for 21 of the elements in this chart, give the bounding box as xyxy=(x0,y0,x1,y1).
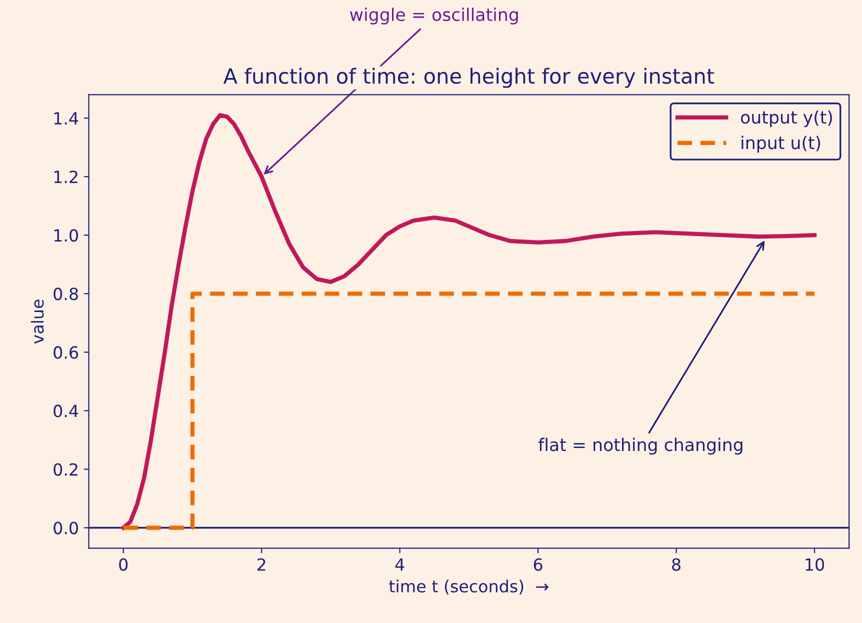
x-tick-label: 10 xyxy=(806,558,824,571)
x-tick-label: 6 xyxy=(534,558,542,571)
annotation: wiggle = oscillating xyxy=(350,8,518,24)
legend-label: output y(t) xyxy=(740,110,832,128)
x-axis-title: time t (seconds) → xyxy=(389,580,548,595)
annotation: flat = nothing changing xyxy=(538,438,742,455)
y-tick-label: 0.4 xyxy=(54,404,78,418)
x-tick-label: 0 xyxy=(119,558,128,571)
y-tick-label: 1.0 xyxy=(54,229,78,242)
y-tick-label: 0.6 xyxy=(54,346,78,359)
y-tick-label: 0.2 xyxy=(54,463,78,476)
legend-label: input u(t) xyxy=(742,136,820,153)
y-axis-title: value xyxy=(30,300,44,344)
y-tick-label: 0.8 xyxy=(54,288,78,300)
x-tick-label: 8 xyxy=(672,558,680,571)
x-tick-label: 2 xyxy=(257,558,266,571)
y-tick-label: 0.0 xyxy=(54,522,78,534)
y-tick-label: 1.2 xyxy=(54,170,78,183)
x-tick-label: 4 xyxy=(395,558,404,571)
chart-title: A function of time: one height for every instant xyxy=(223,68,714,88)
y-tick-label: 1.4 xyxy=(54,112,78,124)
